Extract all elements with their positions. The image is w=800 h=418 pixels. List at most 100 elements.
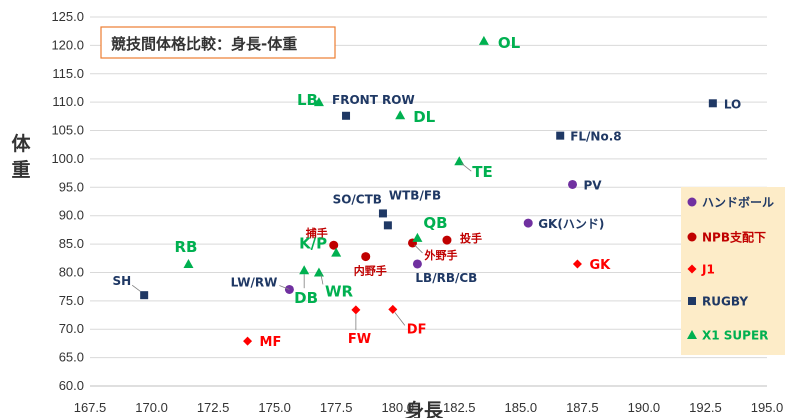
point-x1-super-te (454, 156, 465, 166)
points-layer (140, 35, 717, 346)
point-x1-super-wr (313, 267, 324, 277)
data-label-item: 投手 (460, 231, 482, 245)
point-npb-item (329, 240, 339, 250)
data-label-k-p: K/P (299, 235, 327, 253)
data-label-db: DB (294, 289, 318, 307)
leader-line (461, 162, 472, 172)
data-label-so-ctb: SO/CTB (333, 192, 382, 206)
point-x1-super-db (299, 265, 310, 275)
legend-marker-x1-super (687, 330, 697, 339)
data-label-fl-no-8: FL/No.8 (570, 130, 621, 144)
legend: ハンドボール NPB支配下 J1 RUGBY X1 SUPER (681, 187, 785, 355)
data-label-sh: SH (112, 274, 131, 288)
grid-layer (90, 16, 767, 387)
data-label-lo: LO (724, 97, 741, 111)
x-tick-label: 175.0 (258, 400, 291, 415)
x-tick-label: 192.5 (689, 400, 722, 415)
data-label-lw-rw: LW/RW (231, 275, 278, 289)
data-label-lb: LB (297, 91, 318, 109)
title-layer: 競技間体格比較：身長-体重 (100, 26, 336, 59)
data-label-rb: RB (174, 238, 197, 256)
data-label-gk: GK(ハンド) (538, 217, 604, 231)
point-item-gk (523, 218, 533, 228)
x-tick-label: 167.5 (74, 400, 107, 415)
point-j1-mf (243, 336, 253, 346)
x-tick-label: 177.5 (320, 400, 353, 415)
data-label-ol: OL (498, 34, 521, 52)
point-j1-df (388, 304, 398, 314)
data-label-lb-rb-cb: LB/RB/CB (415, 271, 477, 285)
y-tick-label: 100.0 (51, 151, 84, 166)
plot-area (90, 17, 767, 386)
point-rugby-fl-no-8 (556, 131, 565, 140)
y-tick-label: 75.0 (59, 293, 84, 308)
point-j1-fw (351, 305, 361, 315)
data-label-pv: PV (584, 178, 603, 192)
leader-line (394, 312, 406, 326)
data-label-wr: WR (325, 282, 354, 300)
x-tick-label: 187.5 (566, 400, 599, 415)
data-label-fw: FW (348, 332, 371, 347)
data-label-item: 内野手 (354, 264, 387, 278)
leader-line (320, 274, 324, 285)
chart-title: 競技間体格比較：身長-体重 (111, 35, 297, 53)
point-j1-gk (572, 259, 582, 269)
y-tick-label: 115.0 (52, 66, 84, 81)
data-label-te: TE (472, 163, 492, 181)
y-tick-label: 70.0 (59, 321, 84, 336)
data-label-item: 捕手 (306, 226, 328, 240)
x-tick-label: 170.0 (135, 400, 168, 415)
y-tick-label: 95.0 (59, 179, 84, 194)
point-x1-super-rb (183, 258, 194, 268)
y-tick-label: 110.0 (52, 94, 84, 109)
point-x1-super-lb (313, 97, 324, 107)
y-tick-label: 90.0 (59, 208, 84, 223)
leader-line (131, 284, 141, 292)
data-label-qb: QB (423, 214, 447, 232)
point-rugby-wtb-fb (383, 221, 392, 230)
leader-line (279, 285, 290, 290)
x-tick-label: 182.5 (443, 400, 476, 415)
x-tick-label: 190.0 (628, 400, 661, 415)
leader-line (414, 244, 423, 254)
legend-marker-rugby (688, 297, 696, 305)
legend-label-item: ハンドボール (702, 195, 774, 210)
legend-marker-npb (687, 232, 697, 242)
point-item-lb-rb-cb (412, 259, 422, 269)
legend-label-npb: NPB支配下 (702, 230, 766, 245)
chart-title-box (100, 26, 336, 59)
y-tick-label: 80.0 (59, 264, 84, 279)
data-label-gk: GK (589, 258, 611, 273)
data-label-mf: MF (260, 335, 282, 350)
point-rugby-lo (708, 99, 717, 108)
data-label-item: 外野手 (423, 248, 457, 262)
data-label-front-row: FRONT ROW (332, 93, 415, 107)
legend-marker-item (687, 197, 697, 207)
y-tick-label: 65.0 (59, 350, 84, 365)
legend-label-rugby: RUGBY (702, 295, 748, 309)
data-label-df: DF (407, 322, 427, 337)
point-rugby-front-row (342, 111, 351, 120)
x-tick-label: 195.0 (751, 400, 784, 415)
point-rugby-so-ctb (378, 209, 387, 218)
x-tick-label: 185.0 (505, 400, 538, 415)
data-label-wtb-fb: WTB/FB (389, 188, 441, 202)
y-tick-label: 85.0 (59, 236, 84, 251)
point-x1-super-dl (395, 110, 406, 120)
legend-marker-j1 (687, 264, 697, 274)
y-tick-label: 60.0 (59, 378, 84, 393)
x-tick-label: 172.5 (197, 400, 230, 415)
x-axis-title: 身長 (405, 399, 444, 418)
point-x1-super-qb (412, 232, 423, 242)
point-rugby-sh (140, 291, 149, 300)
point-x1-super-k-p (331, 247, 342, 257)
y-tick-label: 125.0 (51, 9, 84, 24)
y-axis-title: 体重 (11, 132, 31, 181)
point-item-pv (568, 179, 578, 189)
point-x1-super-ol (478, 35, 489, 45)
axis-layer: 60.0 65.0 70.0 75.0 80.0 85.0 90.0 95.0 100.0 105… (11, 9, 783, 418)
y-tick-label: 120.0 (51, 37, 84, 52)
